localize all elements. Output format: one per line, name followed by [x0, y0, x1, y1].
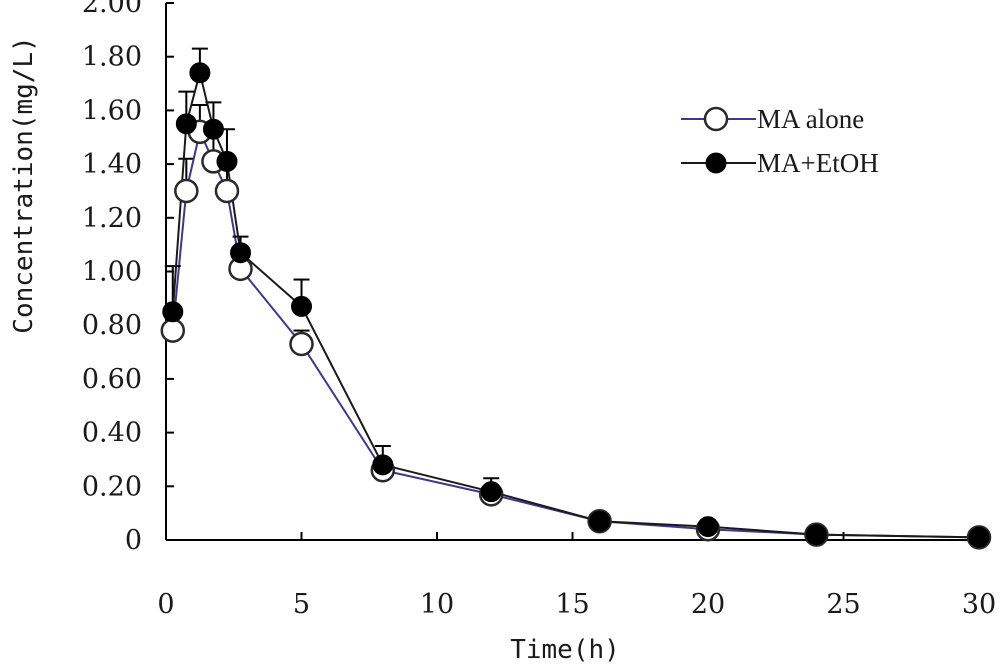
- data-point-ma-etoh: [175, 113, 197, 135]
- y-tick-label: 1.00: [82, 257, 142, 288]
- data-point-ma-etoh: [216, 150, 238, 172]
- legend-marker-ma-etoh: [705, 152, 727, 174]
- y-axis-title: Concentration(mg/L): [9, 36, 39, 333]
- data-point-ma-etoh: [697, 516, 719, 538]
- data-point-ma-alone: [174, 178, 199, 204]
- data-point-ma-etoh: [291, 295, 312, 317]
- y-tick-label: 0.20: [82, 471, 142, 502]
- data-point-ma-alone: [289, 331, 314, 357]
- x-tick-label: 0: [157, 589, 174, 620]
- x-tick-label: 15: [555, 589, 589, 620]
- x-tick-label: 30: [962, 589, 996, 620]
- y-tick-label: 2.00: [82, 0, 142, 19]
- data-point-ma-alone: [160, 318, 186, 343]
- y-tick-label: 1.80: [82, 42, 142, 73]
- y-tick-label: 0.40: [82, 418, 142, 449]
- x-tick-label: 5: [293, 589, 310, 620]
- x-tick-label: 25: [826, 589, 860, 620]
- data-point-ma-etoh: [805, 524, 827, 546]
- data-point-ma-etoh: [162, 301, 184, 323]
- legend: MA alone MA+EtOH: [681, 104, 879, 178]
- data-point-ma-etoh: [189, 62, 211, 84]
- y-tick-label: 0: [125, 525, 142, 556]
- data-point-ma-etoh: [480, 481, 502, 503]
- plot-area: 0 0.20 0.40 0.60 0.80 1.00 1.20 1.40 1.60 1.80 2.0…: [82, 0, 996, 620]
- x-axis-title: Time(h): [510, 635, 620, 665]
- y-tick-label: 0.80: [82, 310, 142, 341]
- legend-label-ma-etoh: MA+EtOH: [757, 148, 879, 178]
- y-tick-label: 1.40: [82, 149, 142, 180]
- data-point-ma-etoh: [589, 510, 611, 532]
- y-tick-label: 0.60: [82, 364, 142, 395]
- y-tick-label: 1.20: [82, 203, 142, 234]
- data-point-ma-etoh: [968, 526, 990, 548]
- y-tick-label: 1.60: [82, 95, 142, 126]
- x-tick-label: 20: [691, 589, 725, 620]
- data-point-ma-alone: [214, 178, 240, 204]
- legend-label-ma-alone: MA alone: [757, 104, 864, 134]
- data-point-ma-etoh: [202, 118, 224, 140]
- data-point-ma-etoh: [230, 242, 252, 264]
- data-point-ma-etoh: [372, 454, 394, 476]
- x-tick-label: 10: [420, 589, 454, 620]
- legend-marker-ma-alone: [703, 106, 729, 132]
